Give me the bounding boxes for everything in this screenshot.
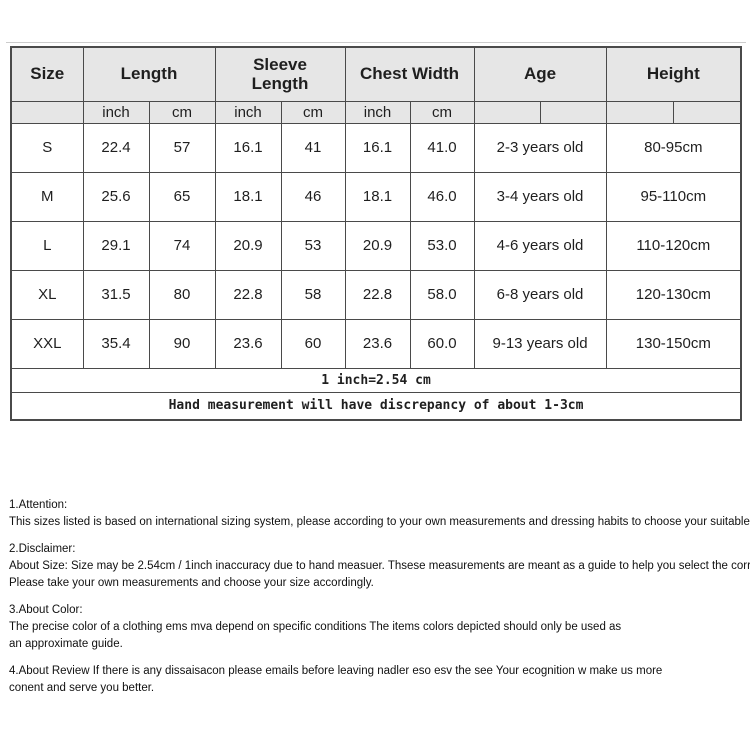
unit-header-empty — [10, 100, 84, 124]
size-row-xl: XL 31.5 80 22.8 58 22.8 58.0 6-8 years old 120-1… — [10, 269, 742, 320]
chest-cm-value: 53.0 — [409, 220, 475, 271]
column-header-size: Size — [10, 46, 84, 102]
chest-cm-value: 46.0 — [409, 171, 475, 222]
length-inch-value: 22.4 — [82, 122, 150, 173]
chest-inch-value: 22.8 — [344, 269, 411, 320]
chest-inch-value: 20.9 — [344, 220, 411, 271]
sleeve-inch-value: 20.9 — [214, 220, 282, 271]
note-block-4: 4.About Review If there is any dissaisac… — [9, 663, 750, 697]
note-line: 3.About Color: — [9, 604, 83, 616]
size-chart-table: Size Length Sleeve Length Chest Width Ag… — [10, 46, 743, 421]
height-value: 110-120cm — [605, 220, 742, 271]
size-row-m: M 25.6 65 18.1 46 18.1 46.0 3-4 years old 95-110… — [10, 171, 742, 222]
unit-header-row: inch cm inch cm inch cm — [10, 100, 742, 124]
chest-inch-value: 16.1 — [344, 122, 411, 173]
size-label: S — [10, 122, 84, 173]
chest-inch-value: 18.1 — [344, 171, 411, 222]
unit-header-length-cm: cm — [148, 100, 216, 124]
length-cm-value: 74 — [148, 220, 216, 271]
length-inch-value: 35.4 — [82, 318, 150, 369]
length-inch-value: 25.6 — [82, 171, 150, 222]
height-value: 120-130cm — [605, 269, 742, 320]
height-value: 80-95cm — [605, 122, 742, 173]
age-value: 4-6 years old — [473, 220, 607, 271]
note-block-1: 1.Attention: This sizes listed is based o… — [9, 497, 750, 531]
column-header-chest-width: Chest Width — [344, 46, 475, 102]
sleeve-cm-value: 58 — [280, 269, 346, 320]
length-inch-value: 31.5 — [82, 269, 150, 320]
note-line: 1.Attention: — [9, 499, 68, 511]
age-value: 6-8 years old — [473, 269, 607, 320]
size-label: L — [10, 220, 84, 271]
size-chart-footnotes: 1 inch=2.54 cm Hand measurement will hav… — [10, 367, 742, 421]
image-top-hairline — [6, 42, 746, 43]
size-row-xxl: XXL 35.4 90 23.6 60 23.6 60.0 9-13 years old 130… — [10, 318, 742, 369]
note-line: 2.Disclaimer: — [9, 543, 76, 555]
chest-cm-value: 58.0 — [409, 269, 475, 320]
height-value: 130-150cm — [605, 318, 742, 369]
column-header-age: Age — [473, 46, 607, 102]
column-header-height: Height — [605, 46, 742, 102]
age-value: 2-3 years old — [473, 122, 607, 173]
size-row-s: S 22.4 57 16.1 41 16.1 41.0 2-3 years old 80-95c… — [10, 122, 742, 173]
note-block-3: 3.About Color: The precise color of a clo… — [9, 602, 750, 653]
unit-header-empty — [672, 100, 742, 124]
note-line: an approximate guide. — [9, 638, 123, 650]
unit-header-sleeve-inch: inch — [214, 100, 282, 124]
size-row-l: L 29.1 74 20.9 53 20.9 53.0 4-6 years old 110-12… — [10, 220, 742, 271]
column-header-length: Length — [82, 46, 216, 102]
unit-header-length-inch: inch — [82, 100, 150, 124]
sleeve-inch-value: 22.8 — [214, 269, 282, 320]
length-cm-value: 80 — [148, 269, 216, 320]
size-rows: S 22.4 57 16.1 41 16.1 41.0 2-3 years old 80-95c… — [10, 122, 742, 369]
unit-header-empty — [605, 100, 674, 124]
note-line: The precise color of a clothing ems mva … — [9, 621, 622, 633]
note-line: conent and serve you better. — [9, 682, 155, 694]
length-inch-value: 29.1 — [82, 220, 150, 271]
sleeve-inch-value: 23.6 — [214, 318, 282, 369]
size-label: XXL — [10, 318, 84, 369]
unit-header-chest-cm: cm — [409, 100, 475, 124]
footnote-row-inch-conversion: 1 inch=2.54 cm — [10, 367, 742, 393]
unit-header-chest-inch: inch — [344, 100, 411, 124]
sleeve-cm-value: 46 — [280, 171, 346, 222]
sleeve-inch-value: 16.1 — [214, 122, 282, 173]
age-value: 9-13 years old — [473, 318, 607, 369]
column-header-sleeve-length: Sleeve Length — [214, 46, 346, 102]
size-label: XL — [10, 269, 84, 320]
inch-conversion-note: 1 inch=2.54 cm — [10, 367, 742, 393]
unit-header-empty — [473, 100, 541, 124]
notes-section: 1.Attention: This sizes listed is based o… — [0, 497, 750, 697]
length-cm-value: 90 — [148, 318, 216, 369]
note-block-2: 2.Disclaimer: About Size: Size may be 2.5… — [9, 541, 750, 592]
sleeve-cm-value: 41 — [280, 122, 346, 173]
chest-cm-value: 60.0 — [409, 318, 475, 369]
header-row: Size Length Sleeve Length Chest Width Ag… — [10, 46, 742, 102]
size-chart-header: Size Length Sleeve Length Chest Width Ag… — [10, 46, 742, 124]
measurement-discrepancy-note: Hand measurement will have discrepancy o… — [10, 391, 742, 421]
size-label: M — [10, 171, 84, 222]
length-cm-value: 57 — [148, 122, 216, 173]
note-line: About Size: Size may be 2.54cm / 1inch i… — [9, 560, 750, 572]
unit-header-empty — [539, 100, 607, 124]
age-value: 3-4 years old — [473, 171, 607, 222]
note-line: Please take your own measurements and ch… — [9, 577, 374, 589]
length-cm-value: 65 — [148, 171, 216, 222]
sleeve-cm-value: 60 — [280, 318, 346, 369]
note-line: This sizes listed is based on internatio… — [9, 516, 750, 528]
sleeve-inch-value: 18.1 — [214, 171, 282, 222]
note-line: 4.About Review If there is any dissaisac… — [9, 665, 663, 677]
chest-cm-value: 41.0 — [409, 122, 475, 173]
footnote-row-measurement-discrepancy: Hand measurement will have discrepancy o… — [10, 391, 742, 421]
unit-header-sleeve-cm: cm — [280, 100, 346, 124]
chest-inch-value: 23.6 — [344, 318, 411, 369]
sleeve-cm-value: 53 — [280, 220, 346, 271]
height-value: 95-110cm — [605, 171, 742, 222]
